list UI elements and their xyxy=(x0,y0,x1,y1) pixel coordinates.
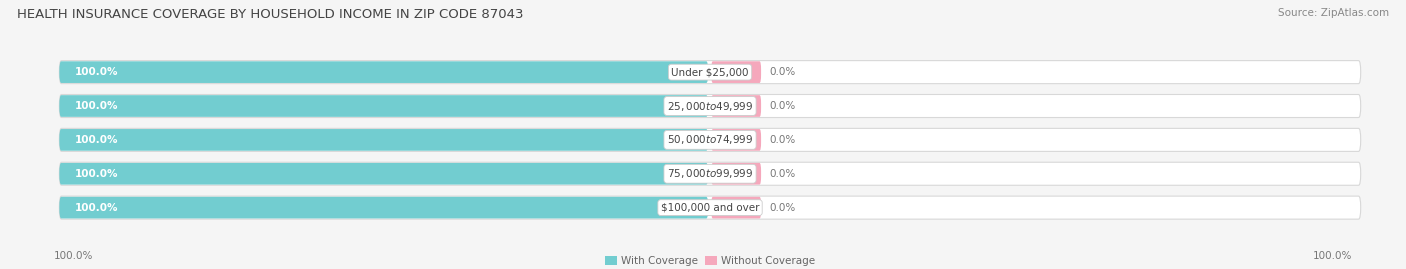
Legend: With Coverage, Without Coverage: With Coverage, Without Coverage xyxy=(605,256,815,266)
Text: $25,000 to $49,999: $25,000 to $49,999 xyxy=(666,100,754,112)
Text: 0.0%: 0.0% xyxy=(769,135,796,145)
Text: 100.0%: 100.0% xyxy=(75,67,118,77)
FancyBboxPatch shape xyxy=(711,163,761,185)
Text: $75,000 to $99,999: $75,000 to $99,999 xyxy=(666,167,754,180)
FancyBboxPatch shape xyxy=(59,129,709,151)
FancyBboxPatch shape xyxy=(59,94,1361,118)
FancyBboxPatch shape xyxy=(59,197,709,218)
FancyBboxPatch shape xyxy=(59,196,1361,219)
Text: HEALTH INSURANCE COVERAGE BY HOUSEHOLD INCOME IN ZIP CODE 87043: HEALTH INSURANCE COVERAGE BY HOUSEHOLD I… xyxy=(17,8,523,21)
Text: 100.0%: 100.0% xyxy=(75,203,118,213)
FancyBboxPatch shape xyxy=(59,128,1361,151)
FancyBboxPatch shape xyxy=(59,163,709,185)
Text: 0.0%: 0.0% xyxy=(769,169,796,179)
Text: $50,000 to $74,999: $50,000 to $74,999 xyxy=(666,133,754,146)
Text: 0.0%: 0.0% xyxy=(769,203,796,213)
FancyBboxPatch shape xyxy=(711,61,761,83)
Text: 100.0%: 100.0% xyxy=(53,251,93,261)
Text: 0.0%: 0.0% xyxy=(769,101,796,111)
FancyBboxPatch shape xyxy=(711,197,761,218)
FancyBboxPatch shape xyxy=(59,95,709,117)
FancyBboxPatch shape xyxy=(711,129,761,151)
Text: 100.0%: 100.0% xyxy=(75,135,118,145)
Text: Source: ZipAtlas.com: Source: ZipAtlas.com xyxy=(1278,8,1389,18)
Text: $100,000 and over: $100,000 and over xyxy=(661,203,759,213)
FancyBboxPatch shape xyxy=(59,61,709,83)
FancyBboxPatch shape xyxy=(59,162,1361,185)
FancyBboxPatch shape xyxy=(59,61,1361,84)
Text: 100.0%: 100.0% xyxy=(75,169,118,179)
Text: 0.0%: 0.0% xyxy=(769,67,796,77)
Text: Under $25,000: Under $25,000 xyxy=(671,67,749,77)
Text: 100.0%: 100.0% xyxy=(1313,251,1353,261)
FancyBboxPatch shape xyxy=(711,95,761,117)
Text: 100.0%: 100.0% xyxy=(75,101,118,111)
